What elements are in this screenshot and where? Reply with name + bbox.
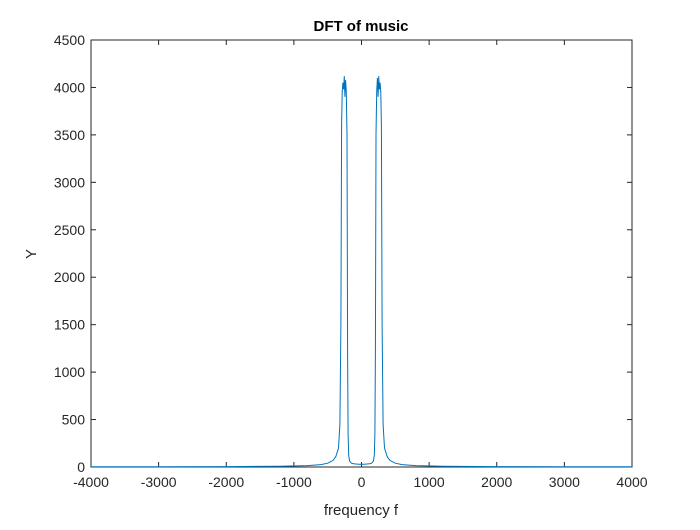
x-tick-label: 2000 [481,474,512,490]
plot-area [90,39,633,468]
chart-title: DFT of music [313,18,408,35]
x-tick-label: 1000 [414,474,445,490]
y-tick-label: 500 [62,412,86,428]
y-tick-label: 0 [77,459,85,475]
x-ticks: -4000 -3000 -2000 -1000 0 1000 2000 3000 4000 [73,40,648,490]
y-tick-label: 1000 [54,364,85,380]
y-axis-label: Y [23,249,40,259]
y-tick-label: 4500 [54,32,85,48]
x-tick-label: -3000 [141,474,177,490]
y-tick-label: 2000 [54,269,85,285]
x-tick-label: -4000 [73,474,109,490]
x-tick-label: -2000 [208,474,244,490]
y-ticks: 0 500 1000 1500 2000 2500 3000 3500 4000 4500 [54,32,632,475]
series-layer [90,76,633,468]
x-tick-label: 0 [358,474,366,490]
series-line [90,76,633,468]
y-tick-label: 4000 [54,79,85,95]
y-tick-label: 2500 [54,222,85,238]
y-tick-label: 3000 [54,174,85,190]
x-tick-label: 4000 [616,474,647,490]
y-tick-label: 1500 [54,317,85,333]
x-tick-label: 3000 [549,474,580,490]
x-tick-label: -1000 [276,474,312,490]
y-tick-label: 3500 [54,127,85,143]
x-axis-label: frequency f [324,502,399,519]
